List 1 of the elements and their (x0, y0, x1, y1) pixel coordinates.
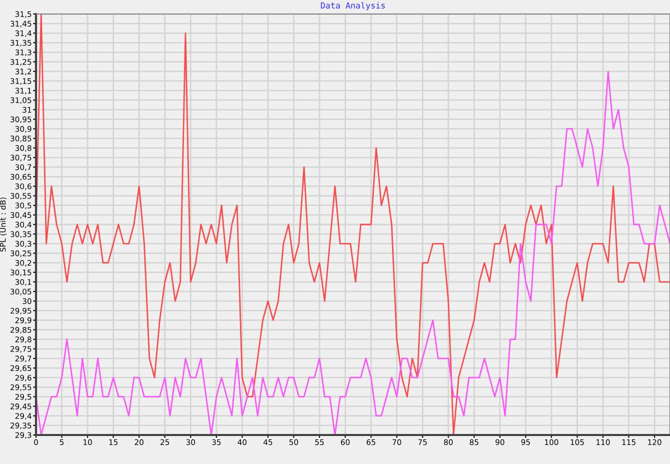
chart-title: Data Analysis (320, 2, 385, 10)
